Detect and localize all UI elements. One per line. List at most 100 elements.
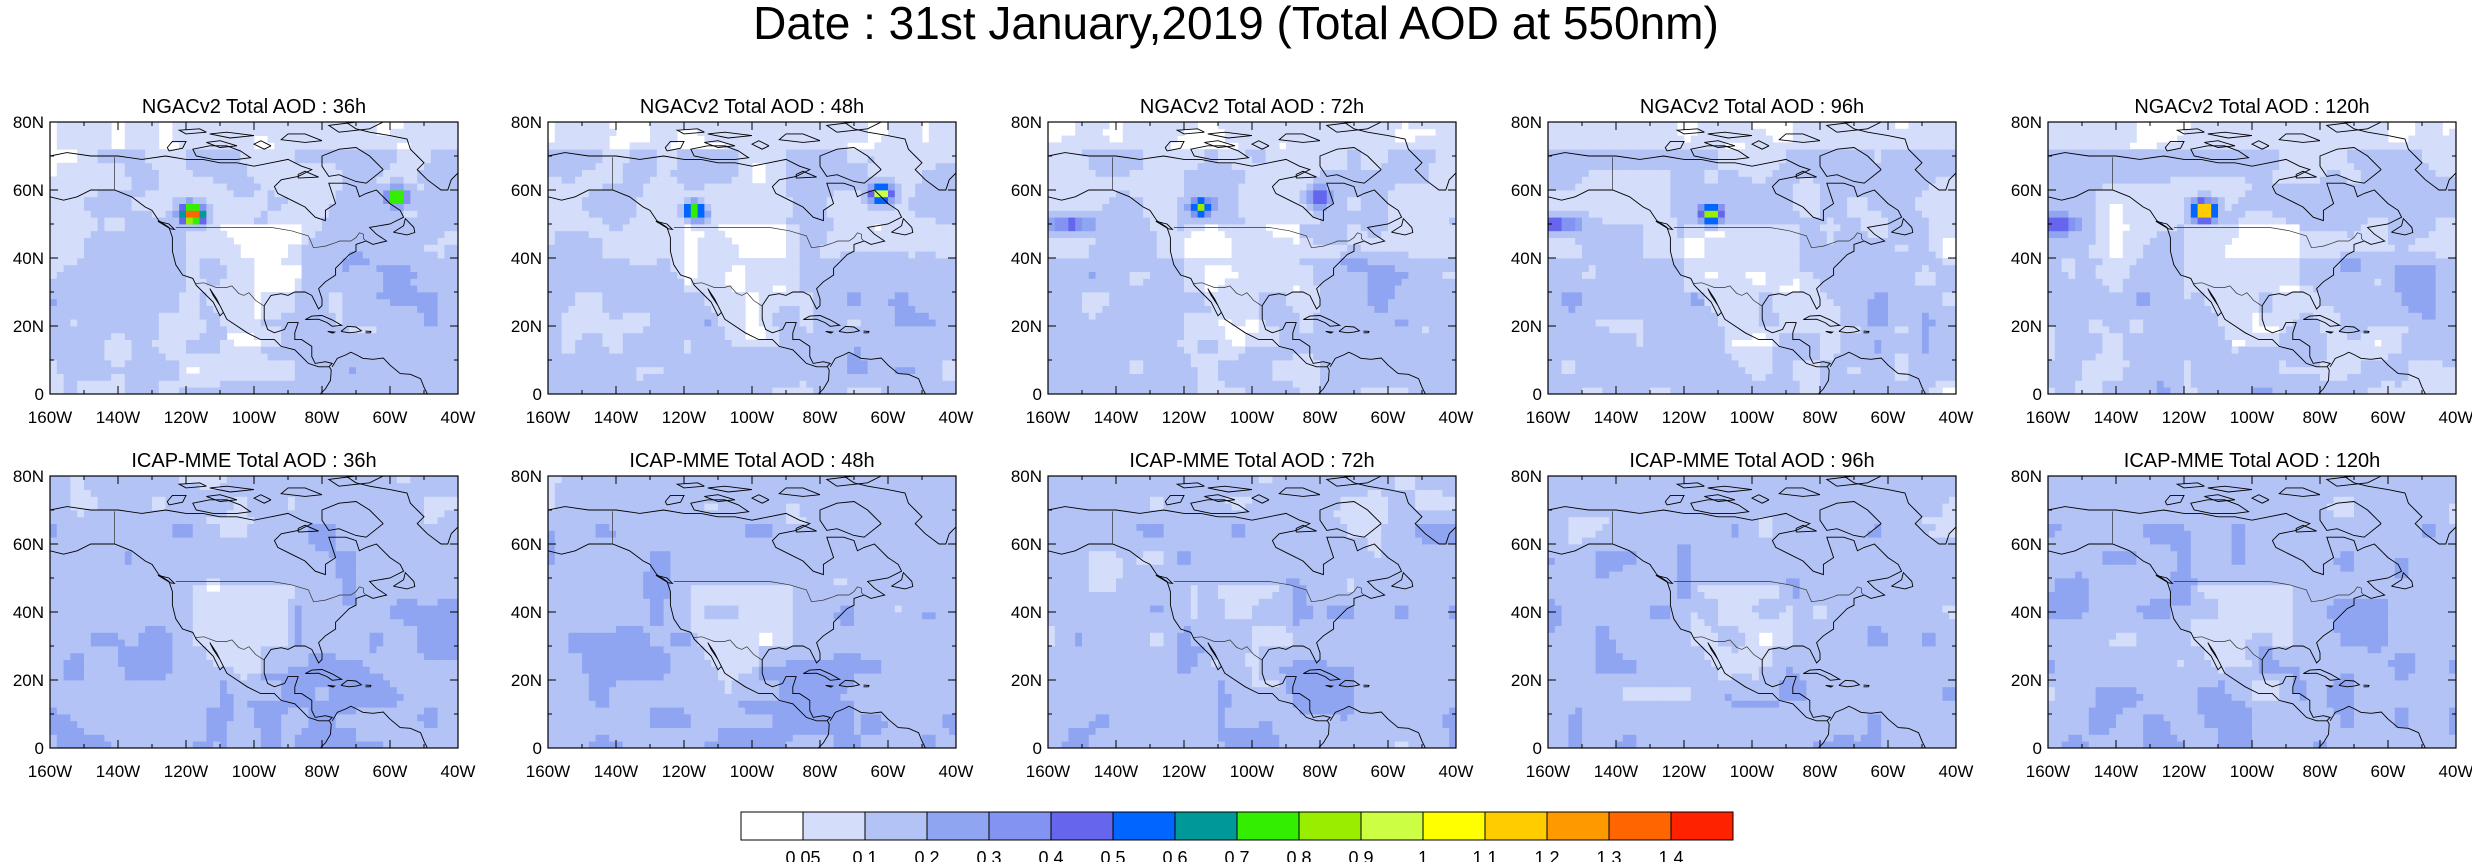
map-panel: 160W 140W 120W 100W 80W 60W 40W 0 20N 40N 60N 80N NG… (13, 96, 476, 427)
x-tick-label: 140W (1094, 408, 1138, 427)
x-tick-label: 60W (373, 762, 408, 781)
y-tick-label: 80N (2011, 113, 2042, 132)
y-tick-label: 60N (511, 535, 542, 554)
panel-title: NGACv2 Total AOD : 48h (640, 96, 864, 118)
colorbar-label: 1 (1418, 848, 1428, 862)
x-tick-label: 140W (1594, 762, 1638, 781)
y-tick-label: 60N (2011, 181, 2042, 200)
coastlines (1548, 122, 1956, 394)
x-tick-label: 60W (871, 408, 906, 427)
x-tick-label: 80W (2303, 408, 2338, 427)
x-tick-label: 140W (2094, 762, 2138, 781)
y-tick-label: 80N (1011, 113, 1042, 132)
map-panel: 160W 140W 120W 100W 80W 60W 40W 0 20N 40N 60N 80N NG… (1511, 96, 1974, 427)
x-tick-label: 100W (1230, 762, 1274, 781)
y-tick-label: 20N (2011, 671, 2042, 690)
map-panel: 160W 140W 120W 100W 80W 60W 40W 0 20N 40N 60N 80N NG… (511, 96, 974, 427)
y-tick-label: 20N (1511, 671, 1542, 690)
x-tick-label: 140W (1594, 408, 1638, 427)
x-tick-label: 140W (96, 762, 140, 781)
x-tick-label: 120W (1162, 762, 1206, 781)
x-tick-label: 120W (1162, 408, 1206, 427)
colorbar-swatch (1484, 811, 1548, 841)
x-tick-label: 100W (1730, 408, 1774, 427)
y-tick-label: 20N (511, 317, 542, 336)
panel-title: ICAP-MME Total AOD : 48h (629, 450, 874, 472)
coastlines (2048, 122, 2456, 394)
y-tick-label: 20N (1011, 317, 1042, 336)
x-tick-label: 140W (1094, 762, 1138, 781)
aod-field (2048, 122, 2456, 394)
x-tick-label: 140W (2094, 408, 2138, 427)
map-panel: 160W 140W 120W 100W 80W 60W 40W 0 20N 40N 60N 80N IC… (13, 450, 476, 781)
x-tick-label: 120W (1662, 408, 1706, 427)
x-tick-label: 140W (96, 408, 140, 427)
map-panel: 160W 140W 120W 100W 80W 60W 40W 0 20N 40N 60N 80N IC… (1011, 450, 1474, 781)
y-tick-label: 60N (1011, 181, 1042, 200)
x-tick-label: 60W (1871, 762, 1906, 781)
x-tick-label: 100W (730, 762, 774, 781)
y-tick-label: 80N (1511, 113, 1542, 132)
x-tick-label: 80W (1303, 408, 1338, 427)
colorbar-label: 0.6 (1162, 848, 1187, 862)
x-tick-label: 160W (2026, 408, 2070, 427)
x-tick-label: 40W (1439, 408, 1474, 427)
y-tick-label: 0 (1033, 739, 1042, 758)
y-tick-label: 60N (2011, 535, 2042, 554)
x-tick-label: 40W (2439, 408, 2472, 427)
colorbar-label: 0.1 (852, 848, 877, 862)
y-tick-label: 40N (2011, 249, 2042, 268)
colorbar-label: 0.9 (1348, 848, 1373, 862)
y-tick-label: 0 (2033, 385, 2042, 404)
x-tick-label: 60W (1371, 408, 1406, 427)
aod-field (548, 122, 956, 394)
y-tick-label: 0 (1533, 385, 1542, 404)
x-tick-label: 120W (2162, 408, 2206, 427)
x-tick-label: 120W (662, 762, 706, 781)
x-tick-label: 100W (1730, 762, 1774, 781)
coastlines (1548, 476, 1956, 748)
y-tick-label: 80N (1011, 467, 1042, 486)
aod-field (548, 476, 956, 748)
y-tick-label: 20N (511, 671, 542, 690)
aod-field (1048, 476, 1456, 748)
aod-field (50, 476, 458, 748)
y-tick-label: 80N (13, 113, 44, 132)
aod-field (1548, 122, 1956, 394)
x-tick-label: 40W (1439, 762, 1474, 781)
colorbar-swatch (1174, 811, 1238, 841)
x-tick-label: 100W (1230, 408, 1274, 427)
x-tick-label: 120W (164, 408, 208, 427)
x-tick-label: 40W (1939, 408, 1974, 427)
y-tick-label: 60N (1511, 181, 1542, 200)
x-tick-label: 100W (2230, 408, 2274, 427)
coastlines (50, 476, 458, 748)
figure-title: Date : 31st January,2019 (Total AOD at 5… (0, 0, 2472, 46)
x-tick-label: 40W (939, 408, 974, 427)
y-tick-label: 80N (2011, 467, 2042, 486)
y-tick-label: 20N (13, 317, 44, 336)
y-tick-label: 60N (13, 535, 44, 554)
map-panel: 160W 140W 120W 100W 80W 60W 40W 0 20N 40N 60N 80N IC… (1511, 450, 1974, 781)
x-tick-label: 160W (1526, 408, 1570, 427)
y-tick-label: 40N (511, 603, 542, 622)
colorbar-swatch (988, 811, 1052, 841)
colorbar-label: 1.1 (1472, 848, 1497, 862)
x-tick-label: 80W (803, 762, 838, 781)
colorbar-label: 0.05 (785, 848, 820, 862)
colorbar-swatch (864, 811, 928, 841)
panel-title: NGACv2 Total AOD : 36h (142, 96, 366, 118)
x-tick-label: 120W (164, 762, 208, 781)
x-tick-label: 160W (28, 762, 72, 781)
panel-title: NGACv2 Total AOD : 96h (1640, 96, 1864, 118)
panel-title: ICAP-MME Total AOD : 36h (131, 450, 376, 472)
colorbar-swatch (1422, 811, 1486, 841)
y-tick-label: 40N (2011, 603, 2042, 622)
y-tick-label: 80N (1511, 467, 1542, 486)
x-tick-label: 100W (2230, 762, 2274, 781)
aod-field (2048, 476, 2456, 748)
colorbar-label: 0.7 (1224, 848, 1249, 862)
x-tick-label: 80W (1303, 762, 1338, 781)
y-tick-label: 20N (2011, 317, 2042, 336)
